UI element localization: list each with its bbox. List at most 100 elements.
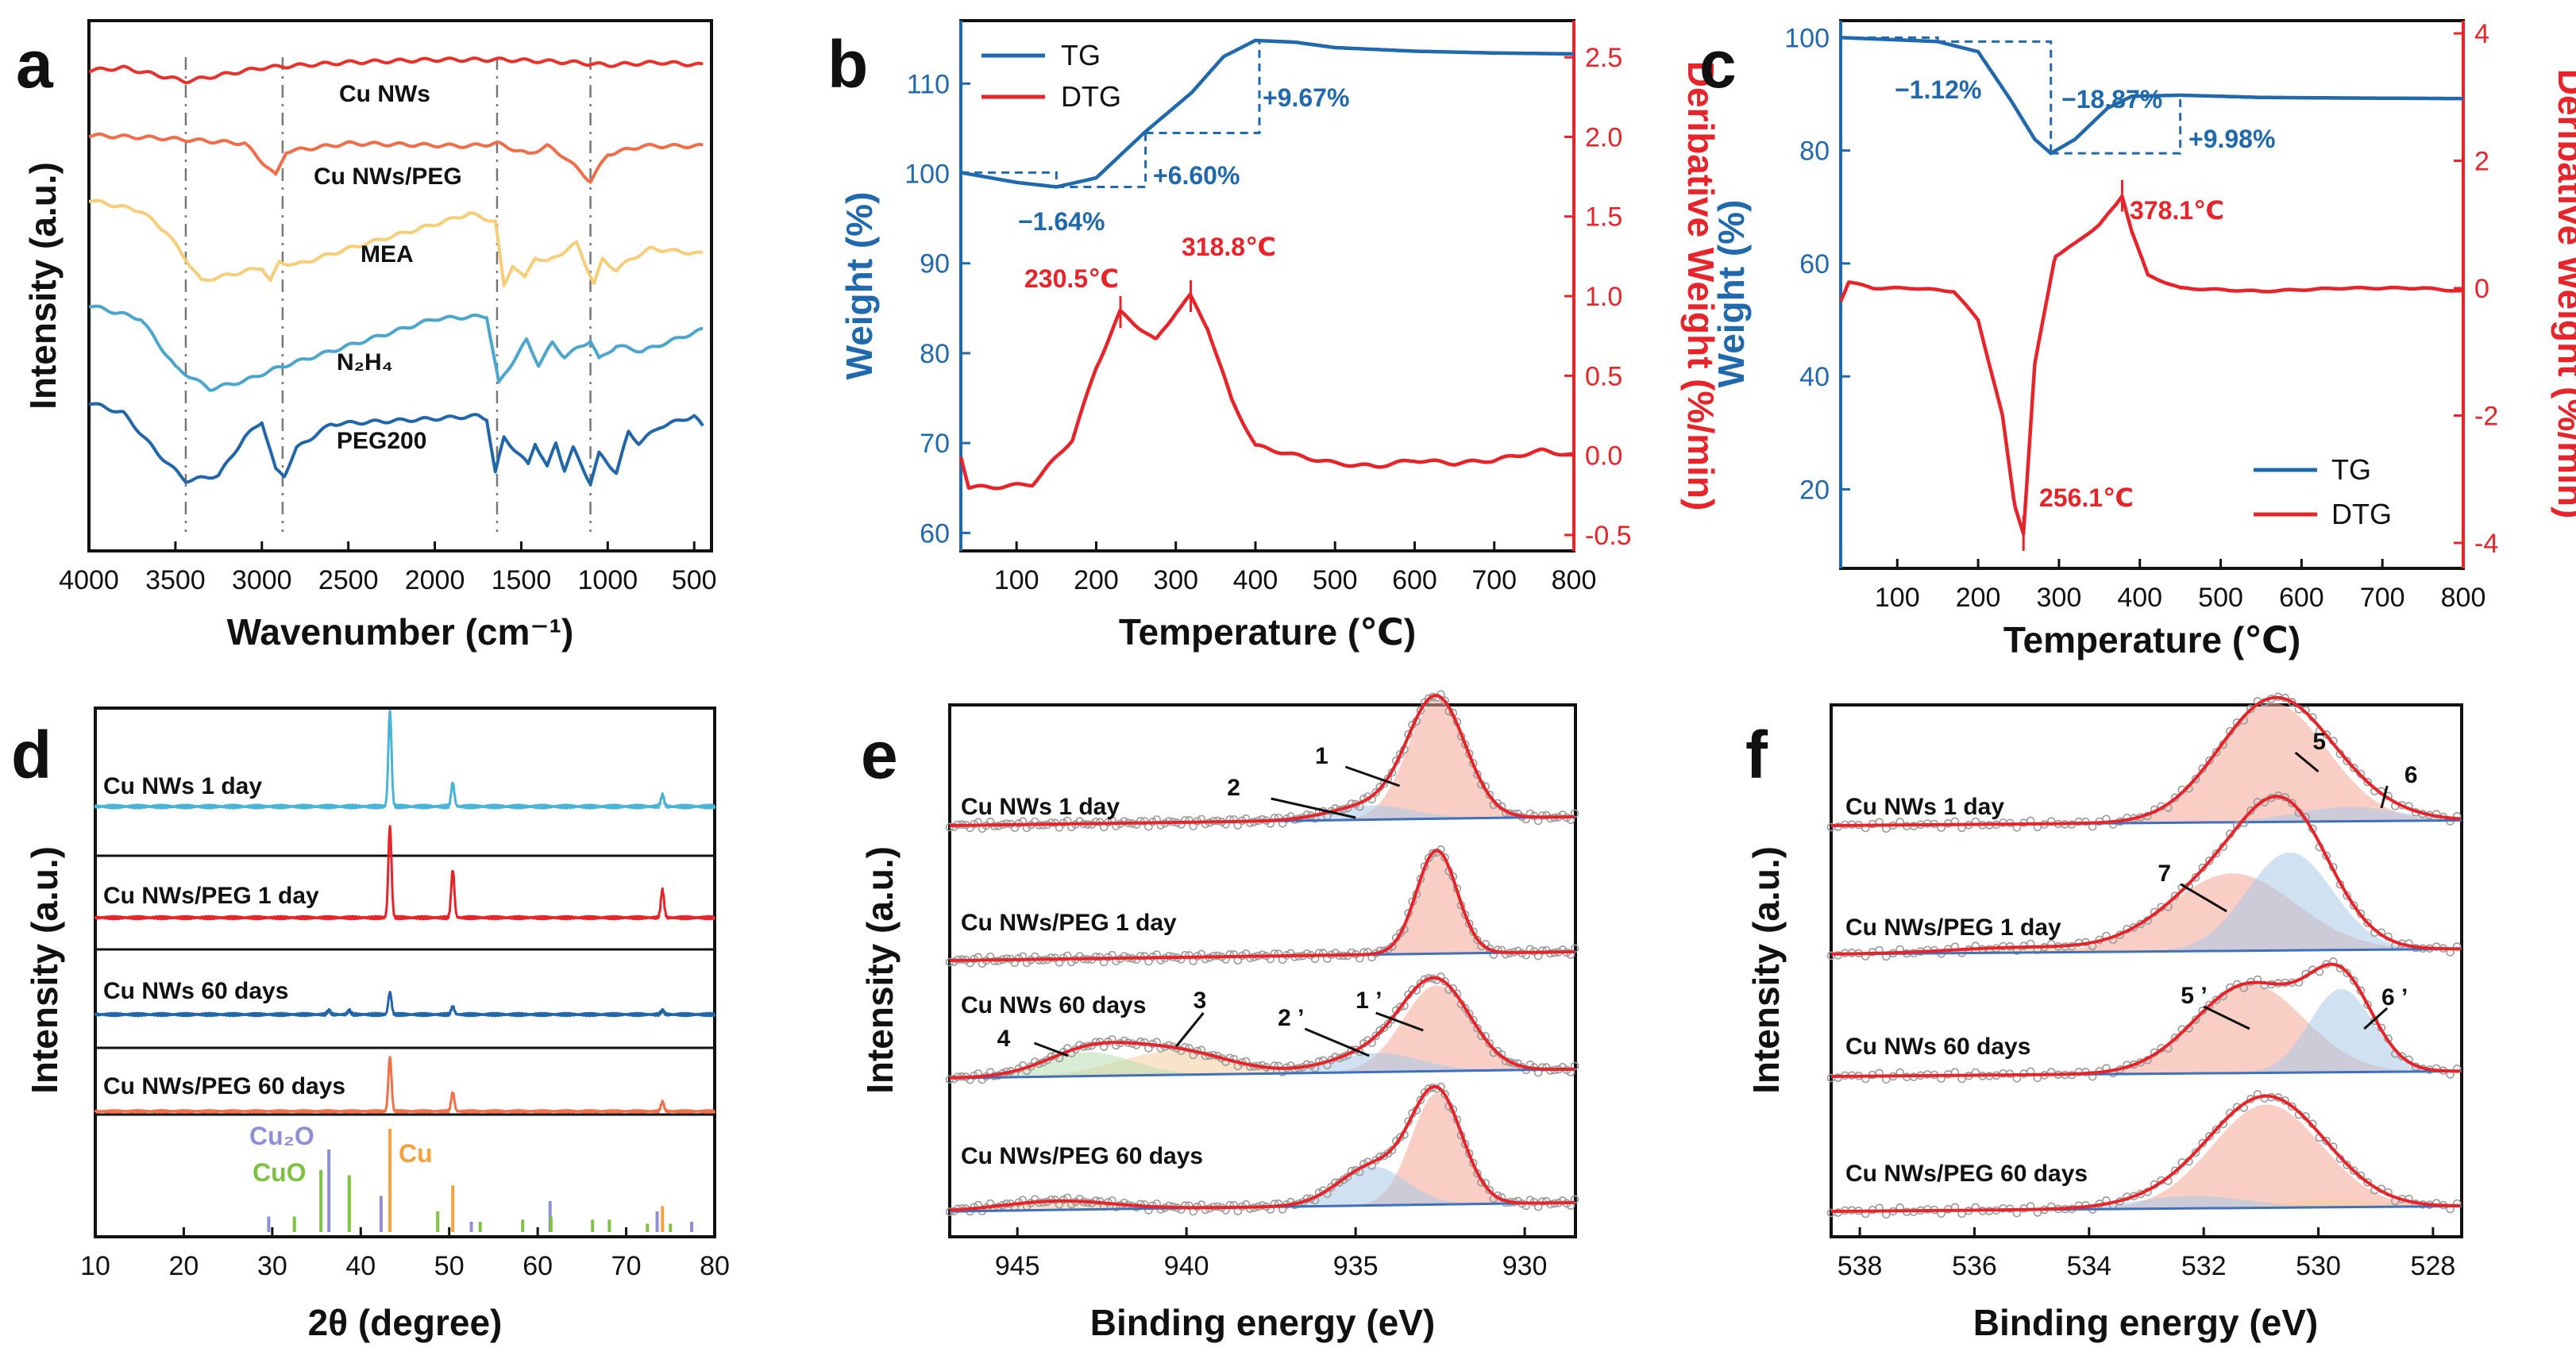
- xps5-xtick-label: 528: [2411, 1251, 2456, 1281]
- tga2-left-ytick-label: 60: [1799, 249, 1830, 279]
- xps-raw-point: [2246, 704, 2255, 714]
- tga1-left-ytick-label: 100: [904, 159, 950, 189]
- xps-raw-point: [2363, 1000, 2372, 1009]
- xrd-series-3: [94, 1056, 716, 1115]
- tga1-xtick-label: 300: [1153, 565, 1198, 595]
- panel-a-ftir: a 4000 3500 3000 2500 2000 1500 1000 500 Cu NWs…: [16, 19, 717, 653]
- peak-marker-arrow: [1175, 1012, 1205, 1047]
- xps-component: [1831, 988, 2462, 1076]
- peak-marker-label: 1: [1315, 743, 1328, 769]
- xps-raw-point: [1416, 1095, 1425, 1105]
- xps-raw-point: [1120, 817, 1129, 826]
- label-e-2: Cu NWs/PEG 1 day: [961, 910, 1177, 936]
- xps-component: [950, 1166, 1575, 1211]
- label-mea: MEA: [361, 241, 414, 268]
- xps-raw-point: [1379, 1151, 1389, 1161]
- peak-marker-label: 4: [997, 1026, 1011, 1052]
- annotation-b-2: +6.60%: [1153, 161, 1240, 190]
- xrd-xtick-label: 30: [257, 1251, 287, 1281]
- annotation-b-3: +9.67%: [1263, 83, 1349, 112]
- xps-raw-point: [2170, 891, 2180, 900]
- plot-frame-d: [94, 707, 716, 1238]
- xps-fit-3: [949, 1084, 1575, 1212]
- peak-marker-label: 6: [2404, 762, 2418, 788]
- tga1-xtick-label: 200: [1074, 565, 1119, 595]
- tga-plot-area-c: 100 200 300 400 500 600 700 800 20 40 60 80 100 -4 -2 0…: [1784, 19, 2498, 613]
- xps-raw-point: [2349, 764, 2358, 772]
- x-axis-title-c: Temperature (℃): [2003, 619, 2300, 660]
- xps-raw-point: [1140, 817, 1149, 826]
- xps5-xtick-label: 530: [2296, 1251, 2341, 1281]
- ftir-xtick-label: 3500: [145, 565, 206, 595]
- xrd-plot-area: 10 20 30 40 50 60 70 80: [80, 710, 730, 1281]
- tga1-xtick-label: 600: [1392, 565, 1437, 595]
- tga1-left-ytick-label: 70: [920, 429, 950, 459]
- ftir-xtick-label: 2500: [318, 565, 379, 595]
- tga1-left-ytick-label: 80: [920, 339, 950, 369]
- xps-raw-point: [2246, 806, 2255, 815]
- plot-frame-a: [87, 19, 713, 553]
- xrd-series-0: [94, 710, 716, 810]
- tga1-xtick-label: 100: [994, 565, 1039, 595]
- xps-raw-point: [1302, 949, 1312, 958]
- xps-raw-point: [2288, 1102, 2296, 1111]
- tga1-xtick-label: 500: [1313, 565, 1358, 595]
- tga1-right-ytick-label: 2.0: [1585, 122, 1622, 152]
- ftir-series-4: [88, 402, 704, 487]
- annotation-c-3: +9.98%: [2188, 125, 2275, 153]
- xrd-xtick-label: 40: [345, 1251, 376, 1281]
- tga2-right-ytick-label: 2: [2474, 147, 2489, 177]
- panel-label-b: b: [827, 27, 868, 102]
- xps-component: [1831, 852, 2462, 954]
- peak-marker-arrow: [2294, 751, 2320, 773]
- xps-raw-point: [1136, 816, 1145, 826]
- y-axis-title-a: Intensity (a.u.): [22, 162, 64, 410]
- label-cu-nws: Cu NWs: [339, 81, 430, 107]
- peak-marker-arrow: [1033, 1042, 1069, 1057]
- xps-raw-point: [2343, 1161, 2351, 1169]
- panel-label-c: c: [1699, 27, 1737, 102]
- label-d-4: Cu NWs/PEG 60 days: [103, 1073, 345, 1099]
- xrd-xtick-label: 60: [523, 1251, 553, 1281]
- tga-series-tg: [1840, 36, 2464, 156]
- xps-raw-point: [2349, 976, 2358, 985]
- tga2-left-ytick-label: 100: [1784, 23, 1830, 53]
- xps-raw-point: [2191, 1148, 2200, 1157]
- label-d-1: Cu NWs 1 day: [103, 773, 262, 799]
- xps-cu-plot-area: 945 940 935 930 1 2 1 ’ 2 ’ 3 4: [945, 690, 1579, 1281]
- peak-marker-arrow: [1344, 765, 1401, 787]
- step-marker: [1056, 133, 1147, 188]
- step-marker: [1938, 40, 2053, 154]
- tga2-right-ytick-label: -4: [2474, 529, 2498, 559]
- label-d-3: Cu NWs 60 days: [103, 978, 288, 1004]
- legend-dtg-b: DTG: [1061, 80, 1121, 113]
- xps-raw-point: [945, 822, 954, 832]
- panel-e-xps-cu: e 945 940 935 930 1 2 1 ’ 2 ’ 3 4 Cu NWs 1 day Cu…: [859, 690, 1579, 1343]
- y-axis-title-f: Intensity (a.u.): [1745, 846, 1787, 1094]
- tga2-xtick-label: 200: [1956, 583, 2001, 613]
- xps-raw-point: [2322, 730, 2331, 739]
- legend-dtg-c: DTG: [2331, 498, 2392, 530]
- ftir-plot-area: 4000 3500 3000 2500 2000 1500 1000 500: [59, 56, 717, 595]
- ftir-series-1: [88, 132, 704, 184]
- y-axis-title-c: Weight (%): [1710, 200, 1752, 388]
- tga2-left-ytick-label: 40: [1799, 362, 1830, 392]
- xps-fit-3: [1831, 1094, 2461, 1213]
- xps-raw-point: [2170, 1166, 2180, 1176]
- peak-label-c-1: 378.1℃: [2130, 196, 2224, 225]
- xps-fit-2: [1831, 962, 2461, 1078]
- tga-series-dtg: [958, 292, 1575, 491]
- peak-marker-arrow: [2180, 883, 2227, 913]
- tga2-xtick-label: 300: [2037, 583, 2082, 613]
- peak-marker-label: 1 ’: [1355, 988, 1382, 1014]
- xps-raw-point: [1120, 952, 1129, 961]
- xrd-series-2: [94, 991, 716, 1018]
- plot-frame-f: [1830, 703, 2463, 1238]
- annotation-c-1: −1.12%: [1895, 75, 1981, 104]
- label-e-4: Cu NWs/PEG 60 days: [961, 1143, 1203, 1169]
- xps-component: [1831, 703, 2462, 826]
- label-f-4: Cu NWs/PEG 60 days: [1845, 1161, 2088, 1187]
- xps-raw-point: [2170, 1034, 2180, 1042]
- ftir-series-0: [88, 56, 704, 85]
- peak-marker-label: 2: [1227, 775, 1240, 801]
